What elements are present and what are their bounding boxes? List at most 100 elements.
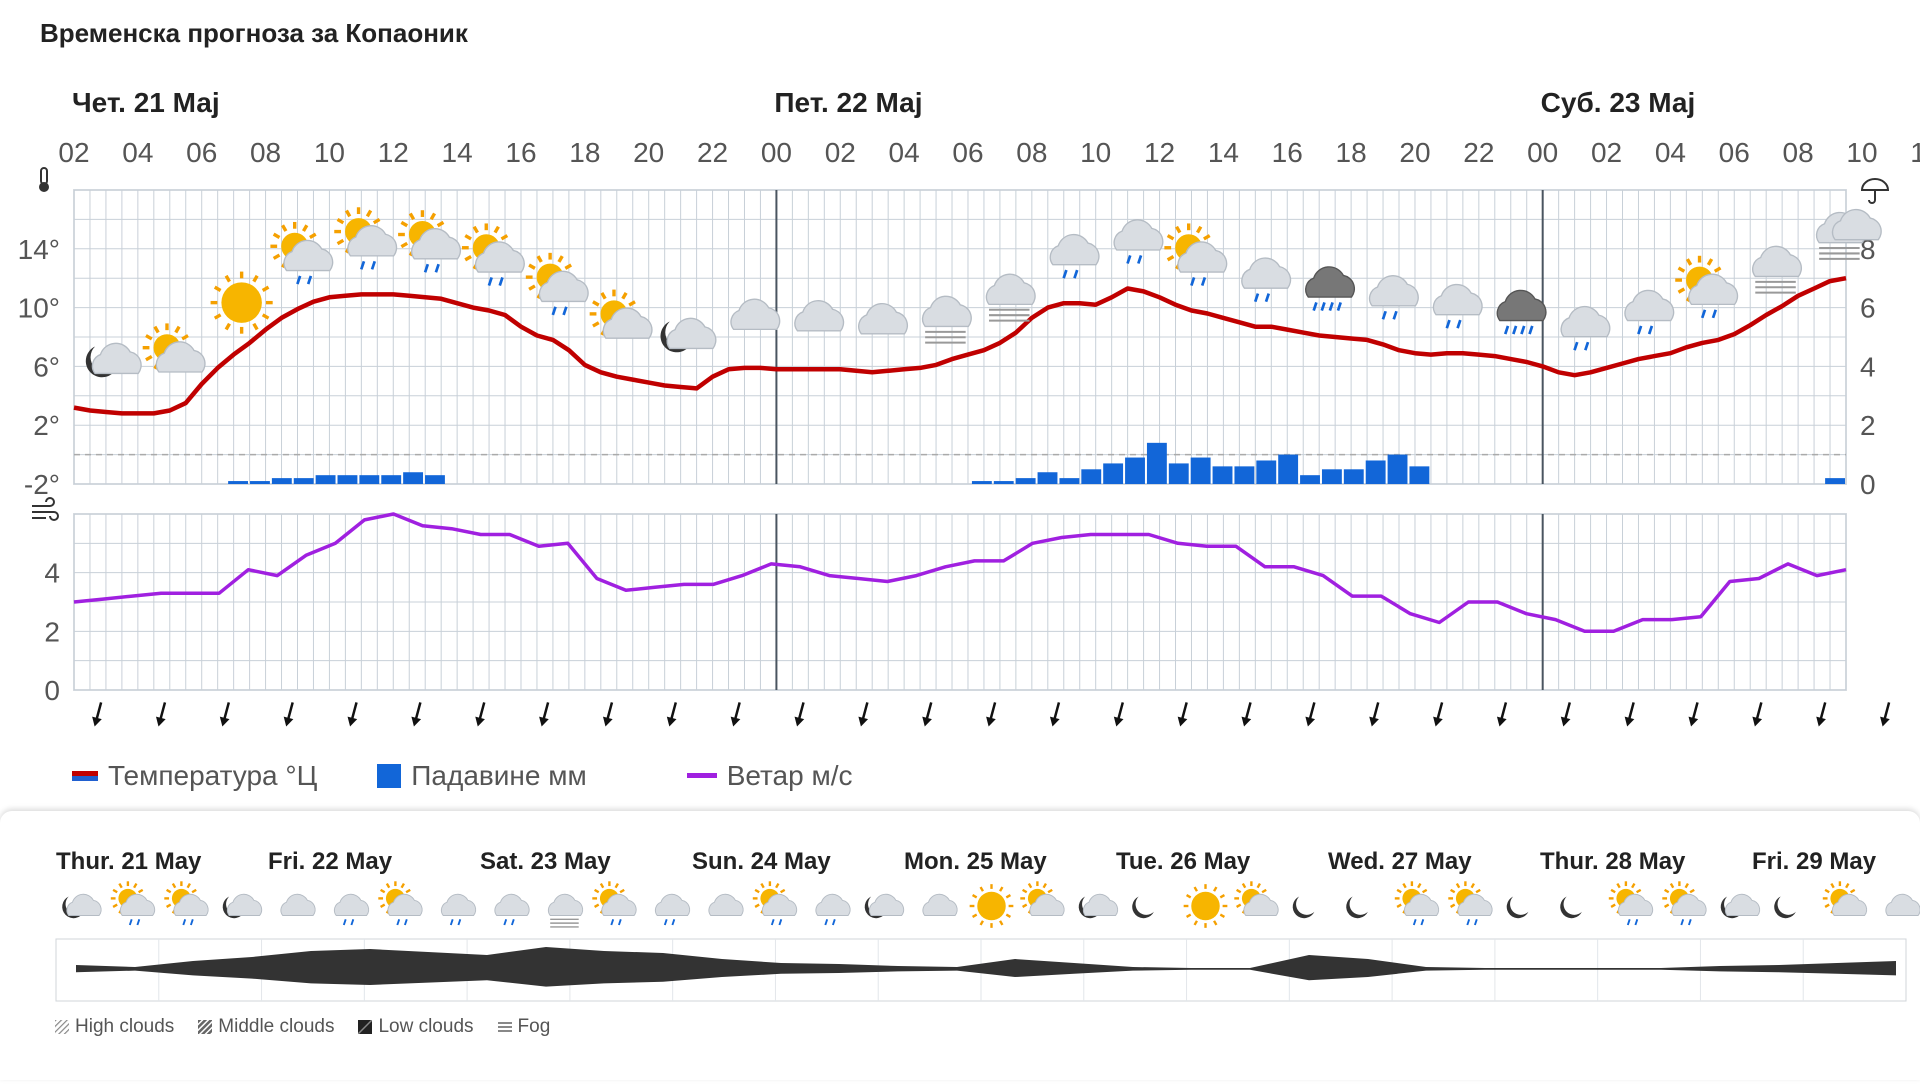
wind-tick-label: 4: [44, 558, 60, 589]
cloud-rain-icon: [1049, 233, 1100, 279]
precipitation-bar: [1059, 478, 1080, 484]
precipitation-bar: [1125, 457, 1145, 484]
legend-precipitation-label: Падавине мм: [411, 760, 587, 791]
cloud-rain-heavy-icon: [1305, 266, 1356, 311]
overview-day-label: Mon. 25 May: [904, 848, 1047, 875]
hour-tick-label: 18: [1336, 137, 1367, 168]
moon-cloud-icon: [1720, 893, 1761, 919]
precipitation-bar: [271, 478, 292, 484]
wind-tick-label: 2: [44, 616, 60, 647]
precipitation-bar: [1103, 463, 1124, 484]
sun-icon: [210, 271, 273, 334]
legend-fog[interactable]: Fog: [497, 1016, 550, 1038]
sun-cloud-rain-icon: [270, 221, 334, 285]
precipitation-bar: [1234, 466, 1255, 484]
sun-cloud-icon: [142, 323, 206, 373]
legend-temperature[interactable]: Температура °Ц: [72, 760, 317, 792]
cloud-rain-icon: [333, 893, 370, 926]
cloud-rain-icon: [1113, 219, 1164, 264]
cloud-rain-icon: [1624, 289, 1675, 335]
middle-clouds-swatch: [198, 1020, 213, 1034]
precipitation-bar: [1278, 454, 1299, 484]
temperature-tick-label: 10°: [18, 293, 60, 324]
temperature-tick-label: 6°: [33, 351, 60, 382]
hour-tick-label: 00: [761, 137, 792, 168]
hour-tick-label: 04: [122, 137, 153, 168]
precipitation-bar: [1212, 466, 1233, 484]
cloud-icon: [794, 300, 845, 332]
precipitation-bar: [403, 472, 424, 484]
extended-forecast-chart: Thur. 21 May Fri. 22 May Sat. 23 May Sun. 2…: [55, 848, 1920, 1002]
wind-direction-arrow: [1177, 702, 1188, 727]
cloud-fog-icon: [1752, 245, 1803, 294]
precipitation-bar: [1409, 466, 1430, 484]
precipitation-bar: [1256, 460, 1277, 484]
hour-tick-label: 10: [1080, 137, 1111, 168]
precipitation-bar: [315, 475, 336, 484]
wind-direction-arrow: [730, 702, 741, 727]
hour-tick-label: 04: [889, 137, 920, 168]
wind-direction-arrow: [666, 702, 678, 727]
hour-tick-label: 12: [378, 137, 409, 168]
precipitation-tick-label: 2: [1860, 410, 1876, 441]
cloud-icon: [922, 893, 958, 916]
sun-cloud-icon: [1822, 881, 1868, 916]
legend-low-clouds[interactable]: Low clouds: [358, 1016, 474, 1038]
umbrella-icon: [1860, 178, 1890, 204]
cloud-rain-heavy-icon: [1496, 289, 1547, 335]
wind-direction-arrow: [986, 702, 997, 727]
overview-day-label: Sun. 24 May: [692, 848, 831, 875]
moon-cloud-icon: [660, 317, 717, 353]
wind-direction-arrow: [1113, 702, 1125, 727]
cloud-rain-icon: [815, 893, 851, 926]
cloud-rain-icon: [1241, 257, 1292, 303]
wind-direction-arrow: [411, 702, 422, 727]
precipitation-bar: [337, 475, 358, 484]
wind-direction-arrow: [219, 702, 231, 727]
overview-day-label: Fri. 29 May: [1752, 848, 1877, 875]
temperature-tick-label: 14°: [18, 234, 60, 265]
moon-icon: [1560, 896, 1582, 919]
low-clouds-swatch: [358, 1020, 373, 1034]
precipitation-bar: [1168, 463, 1189, 484]
wind-direction-arrow: [155, 702, 167, 727]
precipitation-tick-label: 4: [1860, 351, 1876, 382]
sun-cloud-rain-icon: [1394, 881, 1440, 926]
wind-legend-swatch: [686, 773, 717, 778]
wind-direction-arrow: [283, 702, 294, 727]
sun-cloud-rain-icon: [1448, 881, 1493, 926]
cloud-fog-icon: [985, 273, 1036, 322]
hour-tick-label: 10: [1846, 137, 1877, 168]
sun-cloud-rain-icon: [110, 881, 156, 926]
hour-tick-label: 02: [1591, 137, 1622, 168]
hour-tick-label: 00: [1527, 137, 1558, 168]
moon-cloud-icon: [222, 893, 263, 919]
extended-forecast-panel: Thur. 21 May Fri. 22 May Sat. 23 May Sun. 2…: [0, 811, 1920, 1080]
sun-cloud-rain-icon: [1675, 255, 1739, 319]
legend-temperature-label: Температура °Ц: [108, 760, 318, 791]
overview-day-label: Fri. 22 May: [268, 848, 393, 875]
wind-direction-arrow: [794, 702, 805, 727]
wind-direction-arrow: [1496, 702, 1508, 727]
hour-tick-label: 20: [633, 137, 664, 168]
precipitation-bar: [1081, 469, 1102, 484]
legend-precipitation[interactable]: Падавине мм: [377, 760, 587, 792]
legend-high-clouds[interactable]: High clouds: [55, 1016, 174, 1038]
wind-direction-arrow: [1880, 702, 1891, 727]
precipitation-bar: [1343, 469, 1364, 484]
hour-tick-label: 14: [442, 137, 473, 168]
overview-day-label: Tue. 26 May: [1116, 848, 1251, 875]
fog-swatch: [497, 1022, 512, 1032]
cloud-rain-icon: [654, 893, 691, 926]
wind-direction-arrow: [347, 702, 358, 727]
hour-tick-label: 14: [1208, 137, 1239, 168]
cloud-rain-icon: [1432, 283, 1483, 329]
legend-middle-clouds[interactable]: Middle clouds: [198, 1016, 334, 1038]
wind-direction-arrow: [475, 702, 486, 727]
precipitation-bar: [250, 481, 270, 484]
hour-tick-label: 18: [569, 137, 600, 168]
precipitation-bar: [1190, 457, 1211, 484]
legend-wind[interactable]: Ветар м/с: [686, 760, 853, 792]
precipitation-bar: [228, 481, 249, 484]
sun-cloud-icon: [1020, 881, 1065, 916]
